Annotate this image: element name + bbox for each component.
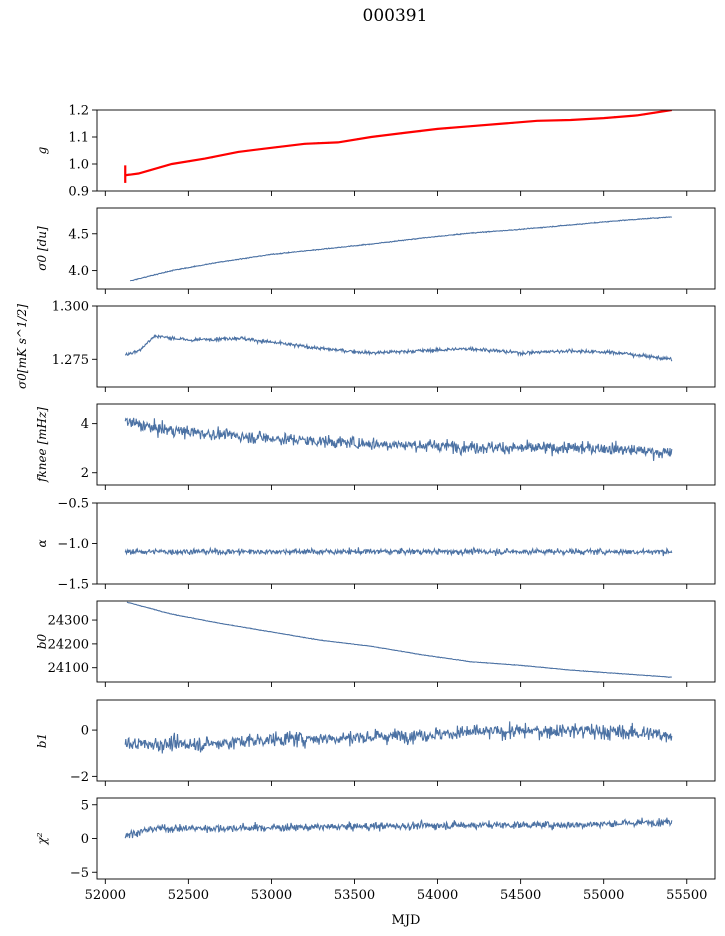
series-line-fknee <box>124 417 673 461</box>
axes-frame <box>96 305 716 388</box>
y-tick-label: 5 <box>81 798 89 813</box>
y-axis-label: χ² <box>35 832 49 845</box>
y-tick-label: −5 <box>70 866 89 881</box>
x-tick-label: 53000 <box>251 888 292 903</box>
panel-b1: −2 0 b1 <box>35 699 716 786</box>
axes-frame <box>96 699 716 782</box>
y-tick-label: 0.9 <box>68 185 89 200</box>
y-tick-label: 0 <box>81 832 89 847</box>
series-line-fit <box>125 110 672 177</box>
x-axis-label: MJD <box>392 913 421 928</box>
series-line-b0 <box>126 601 672 678</box>
y-axis-label: g <box>35 146 49 154</box>
series-line-b1 <box>124 721 673 754</box>
y-axis-label: σ0 [du] <box>35 226 49 271</box>
y-tick-label: 2 <box>81 466 89 481</box>
y-tick-label: 1.300 <box>52 300 89 315</box>
axes-frame <box>96 600 716 683</box>
y-axis-label: fknee [mHz] <box>35 407 49 483</box>
x-tick-label: 55000 <box>583 888 624 903</box>
x-tick-label: 54000 <box>417 888 458 903</box>
y-axis-label: α <box>35 539 49 547</box>
y-tick-label: 4 <box>81 417 89 432</box>
y-tick-label: 4.0 <box>68 264 89 279</box>
y-axis-label: σ0[mK s^1/2] <box>15 304 29 389</box>
y-tick-label: 4.5 <box>68 227 89 242</box>
y-tick-label: 1.1 <box>68 131 89 146</box>
panel-chi2: −5 0 5 χ² 52000 52500 53000 53500 54000 54500 5500… <box>35 797 716 903</box>
series-line-alpha <box>124 546 673 557</box>
y-tick-label: −2 <box>70 770 89 785</box>
y-axis-label: b0 <box>35 633 49 649</box>
series-line-sigma0-mks <box>124 334 673 362</box>
y-tick-label: 1.2 <box>68 104 89 119</box>
y-tick-label: 24300 <box>48 614 89 629</box>
axes-frame <box>96 403 716 486</box>
x-tick-label: 55500 <box>666 888 707 903</box>
y-tick-label: 1.275 <box>52 353 89 368</box>
figure-title: 000391 <box>362 6 428 26</box>
y-tick-label: 1.0 <box>68 158 89 173</box>
y-axis-label: b1 <box>35 733 49 748</box>
series-line-sigma0 <box>129 216 672 282</box>
panel-b0: 24100 24200 24300 b0 <box>35 600 716 687</box>
panel-fknee: 2 4 fknee [mHz] <box>35 403 716 490</box>
axes-frame <box>96 502 716 585</box>
axes-frame <box>96 797 716 880</box>
y-tick-label: 0 <box>81 724 89 739</box>
y-tick-label: −1.0 <box>57 537 89 552</box>
y-tick-label: −0.5 <box>57 497 89 512</box>
panel-alpha: −1.5 −1.0 −0.5 α <box>35 497 716 593</box>
x-tick-label: 52000 <box>85 888 126 903</box>
x-tick-label: 52500 <box>168 888 209 903</box>
x-tick-label: 54500 <box>500 888 541 903</box>
panel-sigma0-mks: 1.275 1.300 σ0[mK s^1/2] <box>15 300 716 392</box>
panel-g: 0.9 1.0 1.1 1.2 g <box>35 104 716 200</box>
x-tick-label: 53500 <box>334 888 375 903</box>
y-tick-label: 24100 <box>48 661 89 676</box>
axes-frame <box>96 207 716 290</box>
series-line-chi2 <box>124 817 673 839</box>
y-tick-label: −1.5 <box>57 578 89 593</box>
axes-frame <box>96 109 716 192</box>
panel-sigma0-du: 4.0 4.5 σ0 [du] <box>35 207 716 294</box>
y-tick-label: 24200 <box>48 637 89 652</box>
